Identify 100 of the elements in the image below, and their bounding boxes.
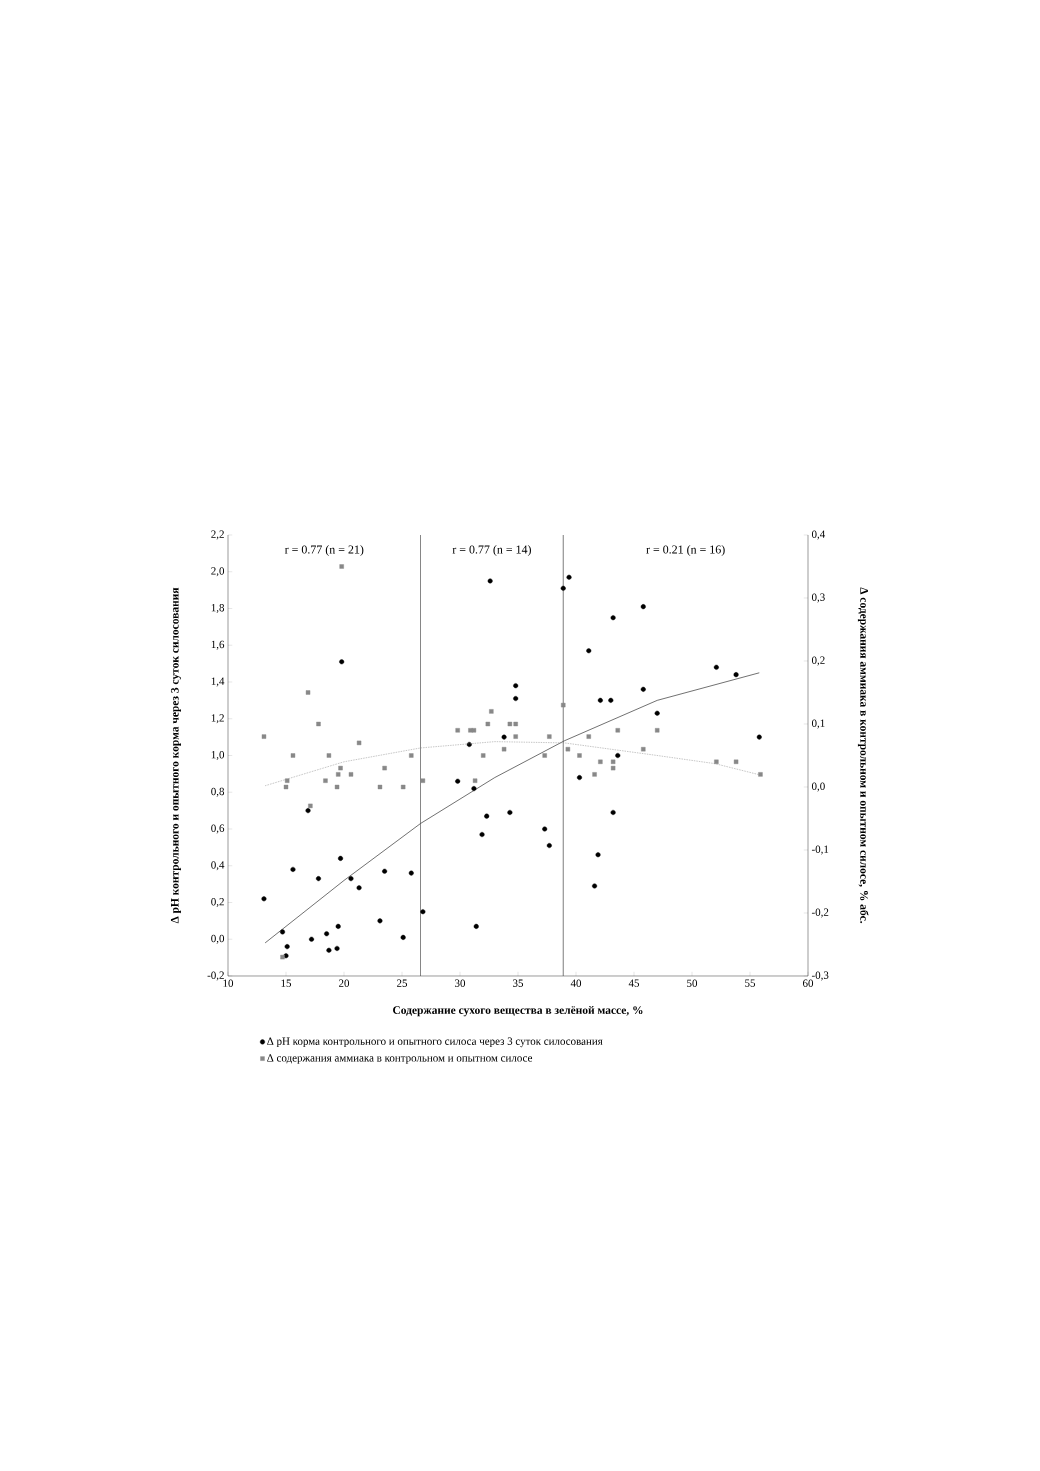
point [586, 648, 592, 654]
point [479, 832, 485, 837]
point [324, 931, 330, 937]
point [655, 728, 660, 733]
point [308, 803, 313, 809]
point [400, 784, 406, 790]
y2-axis-title: Δ содержания аммиака в контрольном и опытном силосе, % абс. [857, 587, 869, 924]
point [547, 734, 552, 739]
point [261, 896, 267, 902]
point [608, 697, 614, 703]
point [598, 759, 603, 764]
point [420, 778, 426, 783]
point [455, 728, 460, 733]
point [565, 747, 571, 752]
y2-tick-label: -0,1 [811, 845, 829, 855]
point [561, 702, 566, 708]
x-tick-label: 30 [455, 979, 466, 987]
point [640, 604, 646, 610]
point [409, 753, 414, 758]
point [377, 784, 383, 790]
point [408, 870, 414, 876]
point [507, 721, 513, 727]
point [489, 709, 494, 714]
point [420, 909, 426, 915]
point [576, 775, 582, 781]
annotation: r = 0.77 (n = 21) [284, 545, 364, 556]
legend-label: Δ pH корма контрольного и опытного силоса через 3 суток силосования [267, 1037, 603, 1048]
point [338, 765, 343, 771]
x-tick-label: 10 [223, 979, 234, 987]
point [542, 753, 547, 758]
point [348, 772, 354, 777]
x-axis-title: Содержание сухого вещества в зелёной массе, % [393, 1005, 643, 1017]
point [315, 876, 321, 882]
point [338, 855, 344, 861]
point [336, 772, 341, 777]
point [284, 778, 290, 783]
x-tick-label: 50 [687, 979, 698, 987]
y2-tick-label: 0,4 [811, 530, 826, 540]
point [261, 734, 267, 739]
point [382, 765, 387, 771]
point [733, 672, 739, 678]
point [283, 953, 289, 959]
x-tick-label: 45 [628, 979, 640, 987]
x-tick-label: 35 [513, 979, 524, 987]
y2-tick-label: -0,2 [811, 908, 829, 918]
point [339, 564, 344, 569]
y-tick-label: 0,8 [211, 787, 225, 797]
y-tick-label: 0,4 [211, 861, 225, 871]
point [542, 826, 548, 832]
point [513, 721, 518, 727]
y2-tick-label: 0,0 [811, 782, 825, 792]
point [592, 883, 598, 889]
point [610, 809, 616, 815]
y-tick-label: 2,0 [211, 567, 225, 577]
point [284, 944, 290, 950]
point [290, 866, 296, 872]
point [280, 929, 286, 935]
y-tick-label: 0,0 [211, 934, 225, 944]
point [473, 923, 479, 929]
point [356, 740, 362, 746]
x-tick-label: 15 [281, 979, 292, 987]
x-tick-label: 25 [397, 979, 408, 987]
point [756, 734, 762, 740]
point [356, 885, 362, 891]
point [654, 710, 660, 716]
point [595, 852, 601, 858]
point [513, 734, 518, 739]
x-tick-label: 55 [745, 979, 756, 987]
point [334, 945, 340, 951]
point [339, 659, 345, 665]
point [326, 947, 332, 953]
y-tick-label: 0,6 [211, 824, 225, 834]
point [484, 813, 490, 819]
point [610, 765, 616, 771]
point [471, 786, 477, 792]
point [305, 690, 311, 695]
point [513, 683, 519, 689]
point [592, 772, 597, 777]
point [348, 876, 354, 882]
point [326, 753, 332, 758]
point [382, 868, 388, 874]
point [501, 747, 507, 752]
line-series [264, 672, 760, 944]
annotation: r = 0.77 (n = 14) [452, 545, 531, 556]
point [316, 721, 321, 727]
point [733, 759, 739, 764]
point [280, 954, 285, 960]
point [471, 728, 477, 733]
point [501, 734, 507, 740]
point [586, 734, 591, 739]
y-tick-label: 1,8 [211, 604, 225, 613]
point [610, 615, 616, 621]
y2-tick-label: -0,3 [811, 971, 829, 981]
legend-label: Δ содержания аммиака в контрольном и опытном силосе [267, 1054, 533, 1064]
point [714, 759, 719, 764]
y-tick-label: 1,2 [211, 714, 224, 724]
point [758, 772, 763, 777]
point [377, 918, 383, 924]
point [546, 843, 552, 849]
point [577, 753, 582, 758]
